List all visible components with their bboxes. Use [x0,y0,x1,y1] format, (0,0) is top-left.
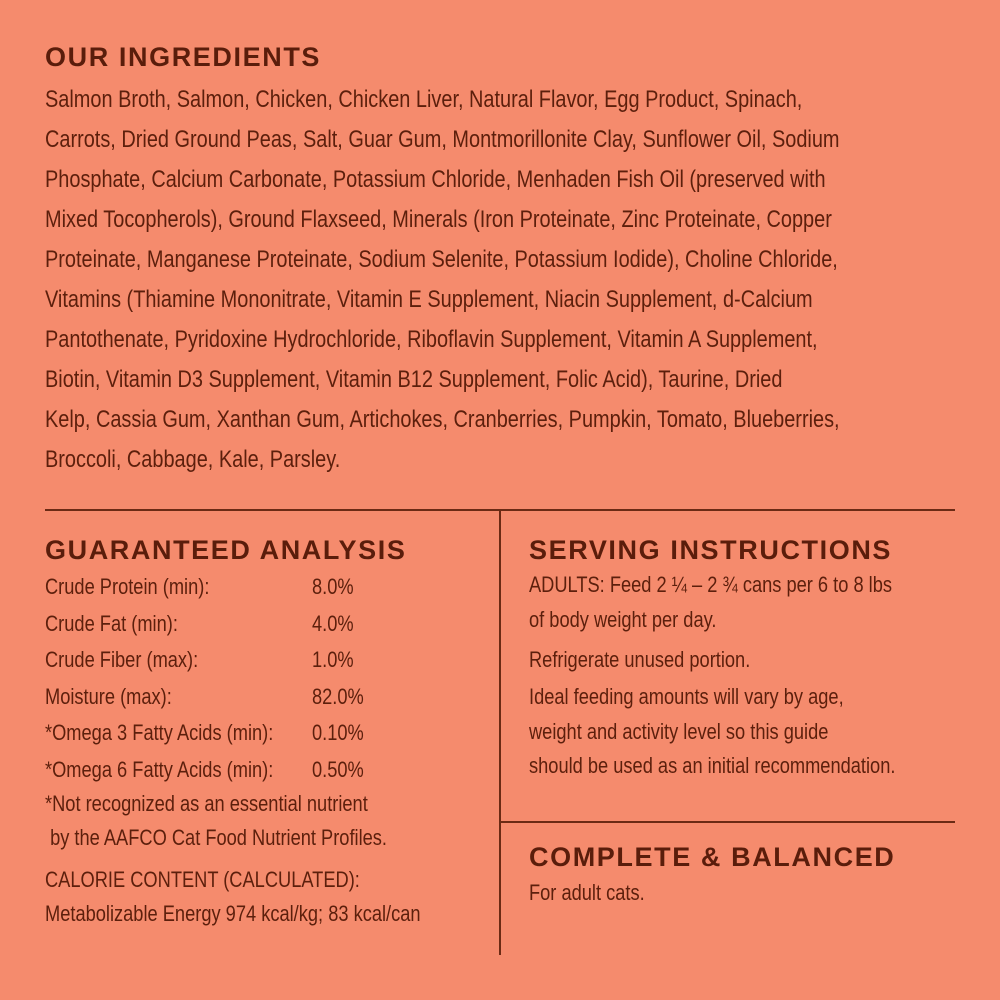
analysis-value: 4.0% [312,610,354,636]
serving-line: of body weight per day. [529,607,717,632]
ingredients-line: Pantothenate, Pyridoxine Hydrochloride, … [45,326,818,353]
divider-right [500,821,955,823]
ingredients-line: Proteinate, Manganese Proteinate, Sodium… [45,246,838,273]
analysis-value: 1.0% [312,647,354,672]
analysis-value: 8.0% [312,574,354,599]
divider-vertical [499,510,501,955]
analysis-label: Moisture (max): [45,683,172,709]
footnote-line: *Not recognized as an essential nutrient [45,791,368,816]
calorie-heading: CALORIE CONTENT (CALCULATED): [45,867,360,892]
analysis-label: Crude Fat (min): [45,610,178,636]
ingredients-line: Carrots, Dried Ground Peas, Salt, Guar G… [45,126,840,153]
serving-line: weight and activity level so this guide [529,719,829,744]
ingredients-line: Vitamins (Thiamine Mononitrate, Vitamin … [45,286,813,313]
calorie-value: Metabolizable Energy 974 kcal/kg; 83 kca… [45,901,421,926]
analysis-label: Crude Protein (min): [45,574,210,599]
analysis-title: GUARANTEED ANALYSIS [45,535,407,565]
serving-line: ADULTS: Feed 2 ¼ – 2 ¾ cans per 6 to 8 l… [529,572,893,597]
serving-title: SERVING INSTRUCTIONS [529,535,893,565]
analysis-label: *Omega 3 Fatty Acids (min): [45,720,274,745]
analysis-label: *Omega 6 Fatty Acids (min): [45,756,274,782]
ingredients-line: Biotin, Vitamin D3 Supplement, Vitamin B… [45,366,783,393]
ingredients-title: OUR INGREDIENTS [45,42,322,72]
footnote-line: by the AAFCO Cat Food Nutrient Profiles. [45,825,388,850]
analysis-label: Crude Fiber (max): [45,647,199,672]
complete-text: For adult cats. [529,880,645,905]
ingredients-line: Mixed Tocopherols), Ground Flaxseed, Min… [45,206,832,233]
serving-line: Ideal feeding amounts will vary by age, [529,684,844,709]
ingredients-line: Kelp, Cassia Gum, Xanthan Gum, Artichoke… [45,406,840,433]
serving-line: Refrigerate unused portion. [529,647,751,672]
complete-title: COMPLETE & BALANCED [529,842,896,872]
analysis-value: 0.10% [312,720,364,745]
ingredients-line: Broccoli, Cabbage, Kale, Parsley. [45,446,341,473]
analysis-value: 0.50% [312,756,364,782]
analysis-value: 82.0% [312,683,364,709]
serving-line: should be used as an initial recommendat… [529,753,896,778]
ingredients-line: Salmon Broth, Salmon, Chicken, Chicken L… [45,86,803,113]
ingredients-line: Phosphate, Calcium Carbonate, Potassium … [45,166,826,193]
